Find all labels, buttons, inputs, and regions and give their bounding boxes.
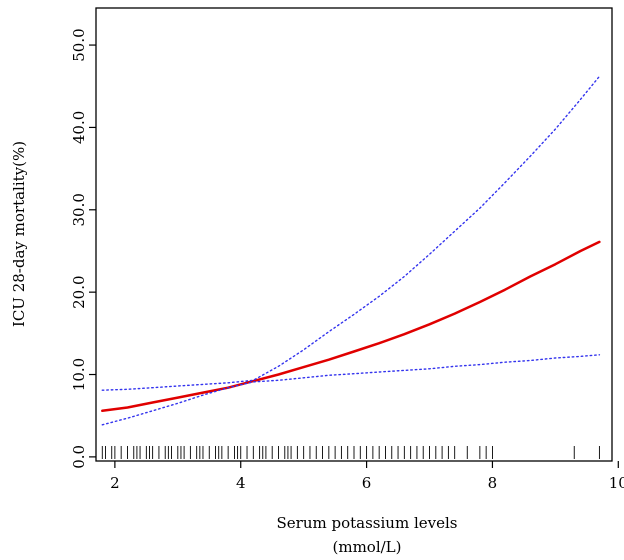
y-tick-label: 40.0 bbox=[70, 111, 88, 144]
y-tick-label: 30.0 bbox=[70, 193, 88, 226]
x-axis-title: Serum potassium levels bbox=[277, 514, 458, 532]
ci-upper-line bbox=[101, 75, 601, 391]
x-tick-label: 4 bbox=[236, 474, 246, 492]
x-axis: 2 4 6 8 10 bbox=[110, 461, 624, 492]
y-tick-label: 10.0 bbox=[70, 358, 88, 391]
y-axis-title: ICU 28-day mortality(%) bbox=[10, 141, 28, 327]
rug-marks bbox=[101, 446, 600, 459]
x-axis-unit: (mmol/L) bbox=[333, 538, 402, 556]
series-lines bbox=[101, 75, 601, 426]
estimate-line bbox=[101, 240, 601, 413]
x-tick-label: 10 bbox=[609, 474, 624, 492]
ci-lower-line bbox=[101, 354, 601, 426]
x-tick-label: 2 bbox=[110, 474, 120, 492]
y-tick-label: 50.0 bbox=[70, 28, 88, 61]
y-tick-label: 20.0 bbox=[70, 275, 88, 308]
y-axis: 0.0 10.0 20.0 30.0 40.0 50.0 bbox=[70, 28, 96, 469]
x-tick-label: 8 bbox=[488, 474, 498, 492]
x-tick-label: 6 bbox=[362, 474, 372, 492]
plot-frame bbox=[95, 7, 613, 462]
y-tick-label: 0.0 bbox=[70, 445, 88, 469]
